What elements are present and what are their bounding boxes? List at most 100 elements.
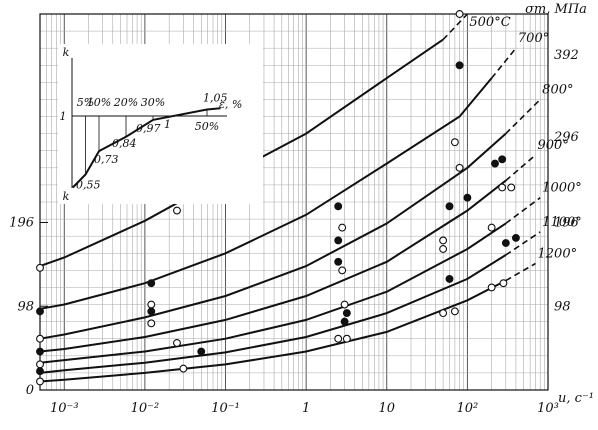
curve-5-extrapolated	[505, 197, 541, 225]
data-point	[147, 279, 156, 288]
data-point	[445, 274, 454, 283]
x-tick-label: 10⁻²	[131, 401, 160, 416]
x-axis-label: u, c⁻¹	[558, 391, 594, 406]
data-point	[36, 347, 44, 356]
x-tick-label: 10²	[456, 401, 478, 416]
plot-frame	[39, 13, 549, 391]
data-point	[36, 307, 44, 316]
data-point	[498, 183, 507, 192]
data-point	[439, 236, 448, 245]
y-tick-label-right: 196	[554, 216, 579, 231]
curve-2	[39, 77, 493, 310]
inset-k-one-label: 1	[60, 110, 67, 123]
inset-background	[58, 44, 263, 204]
curve-7-extrapolated	[505, 262, 536, 282]
data-point	[36, 377, 44, 386]
curve-label-7: 1200°	[538, 247, 578, 262]
data-point	[173, 206, 181, 215]
data-point	[36, 360, 44, 369]
curve-3	[39, 132, 507, 340]
data-point	[439, 245, 448, 253]
y-tick-label-left: 0	[26, 383, 34, 398]
labels: 500°C 700° 800° 900° 1000° 1100° 1200°	[469, 15, 581, 262]
data-point	[491, 159, 499, 168]
data-point	[450, 307, 459, 316]
data-point	[334, 236, 343, 245]
data-point	[342, 334, 351, 343]
curve-5	[39, 222, 507, 364]
inset-value-label: 0,55	[76, 179, 101, 192]
data-points	[36, 10, 520, 386]
curve-4-extrapolated	[505, 154, 537, 182]
data-point	[334, 334, 343, 343]
axes: 10⁻³ 10⁻² 10⁻¹ 1 10 10² 10³ 0 98 196 98 196 296 392 u,…	[9, 2, 594, 416]
data-point	[455, 10, 464, 18]
y-tick-label-right: 98	[554, 299, 571, 314]
inset-x-tick-label: 10%	[87, 96, 111, 109]
inset-value-label: 1	[164, 118, 171, 131]
curve-1-extrapolated	[442, 13, 468, 41]
x-tick-label: 10⁻³	[50, 401, 79, 416]
curve-4	[39, 179, 507, 353]
data-point	[511, 233, 520, 242]
curve-6-extrapolated	[505, 231, 541, 256]
data-point	[340, 317, 349, 326]
data-point	[463, 193, 472, 202]
data-point	[338, 223, 347, 232]
data-point	[334, 257, 343, 266]
data-point	[173, 339, 181, 347]
inset-bottom-label: k	[63, 190, 70, 203]
curve-label-6: 1100°	[542, 215, 582, 230]
data-point	[507, 183, 516, 192]
y-tick-label-left: 98	[17, 299, 34, 314]
data-point	[36, 263, 44, 272]
x-tick-label: 10	[378, 401, 395, 416]
y-tick-label-left: 196	[9, 216, 34, 231]
data-point	[439, 309, 448, 318]
data-point	[501, 239, 510, 247]
data-point	[334, 202, 343, 211]
curve-7	[39, 279, 507, 383]
inset-x-tick-label: 20%	[113, 96, 138, 109]
y-axis-label: σт, МПа	[525, 2, 587, 17]
x-tick-label: 1	[302, 401, 310, 416]
y-tick-label-right: 392	[554, 48, 579, 63]
curve-label-1: 500°C	[469, 15, 510, 30]
data-point	[455, 163, 464, 172]
data-point	[340, 300, 349, 309]
data-point	[498, 155, 507, 164]
curve-label-5: 1000°	[542, 181, 582, 196]
curve-label-3: 800°	[542, 82, 573, 97]
data-point	[455, 61, 464, 70]
inset-value-label: 0,97	[136, 122, 161, 135]
curve-3-extrapolated	[505, 98, 541, 135]
curve-label-2: 700°	[518, 31, 549, 46]
inset-x-tick-label: 30%	[141, 96, 165, 109]
inset-y-label: k	[63, 46, 70, 59]
data-point	[147, 300, 156, 309]
inset-value-label: 0,73	[94, 153, 119, 166]
y-tick-label-right: 296	[553, 130, 579, 145]
curve-2-extrapolated	[490, 47, 517, 79]
data-point	[487, 283, 496, 292]
data-point	[450, 138, 459, 147]
curve-6	[39, 254, 507, 374]
data-point	[147, 307, 156, 316]
data-point	[445, 202, 454, 211]
data-point	[147, 319, 156, 328]
data-point	[36, 367, 44, 376]
data-point	[197, 347, 206, 356]
inset-x-tick-label: 5%	[77, 96, 94, 109]
data-point	[179, 364, 188, 373]
inset-x-label: ε, %	[219, 98, 242, 111]
data-point	[342, 309, 351, 318]
data-point	[338, 266, 347, 275]
x-tick-label: 10⁻¹	[211, 401, 240, 416]
inset-value-label: 0,84	[112, 137, 137, 150]
data-point	[36, 334, 44, 343]
data-point	[487, 223, 496, 232]
curve-label-4: 900°	[538, 138, 569, 153]
